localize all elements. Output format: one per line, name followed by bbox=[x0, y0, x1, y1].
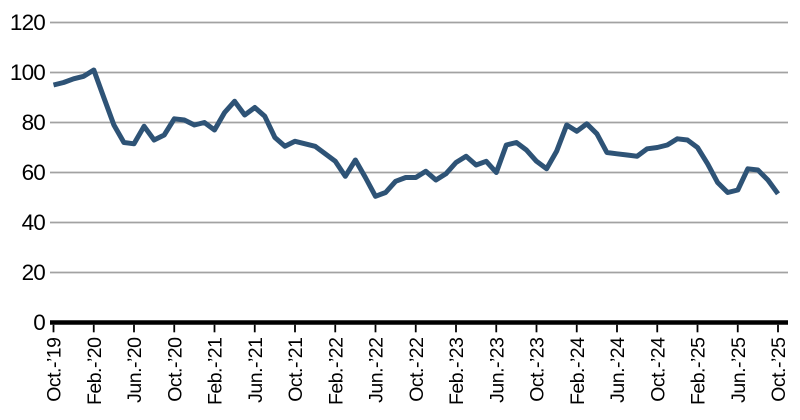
x-tick-label: Oct.-’23 bbox=[527, 338, 549, 402]
y-tick-label: 80 bbox=[22, 110, 46, 135]
y-tick-label: 100 bbox=[10, 60, 45, 85]
x-tick-label: Feb.-’22 bbox=[325, 338, 347, 406]
x-tick-label: Oct.-’22 bbox=[406, 338, 428, 402]
x-axis-labels: Oct.-’19 Feb.-’20 Jun.-’20 Oct.-’20 Feb.-’21… bbox=[44, 337, 791, 405]
x-tick-label: Oct.-’20 bbox=[164, 337, 186, 402]
x-tick-label: Jun.-’24 bbox=[607, 337, 629, 403]
x-tick-label: Feb.-’25 bbox=[688, 337, 710, 405]
x-tick-label: Oct.-’25 bbox=[768, 337, 790, 402]
y-tick-label: 60 bbox=[22, 160, 46, 185]
y-axis-labels: 0 20 40 60 80 100 120 bbox=[10, 10, 46, 335]
y-tick-label: 40 bbox=[22, 210, 46, 235]
x-tick-label: Feb.-’24 bbox=[567, 337, 589, 405]
x-tick-label: Feb.-’20 bbox=[84, 337, 106, 405]
x-tick-label: Oct.-’21 bbox=[285, 338, 307, 402]
x-tick-label: Jun.-’22 bbox=[366, 338, 388, 403]
x-tick-label: Jun.-’21 bbox=[245, 338, 267, 403]
x-tick-label: Feb.-’21 bbox=[205, 338, 227, 406]
data-line-series bbox=[52, 67, 781, 199]
y-tick-label: 0 bbox=[33, 310, 45, 335]
x-tick-label: Jun.-’23 bbox=[486, 338, 508, 403]
x-axis-ticks bbox=[52, 324, 779, 333]
x-tick-label: Feb.-’23 bbox=[446, 338, 468, 406]
y-tick-label: 120 bbox=[10, 10, 45, 35]
x-tick-label: Oct.-’19 bbox=[44, 338, 66, 402]
x-tick-label: Jun.-’25 bbox=[728, 337, 750, 403]
x-tick-label: Jun.-’20 bbox=[124, 337, 146, 403]
y-tick-label: 20 bbox=[22, 260, 46, 285]
x-tick-label: Oct.-’24 bbox=[647, 337, 669, 402]
